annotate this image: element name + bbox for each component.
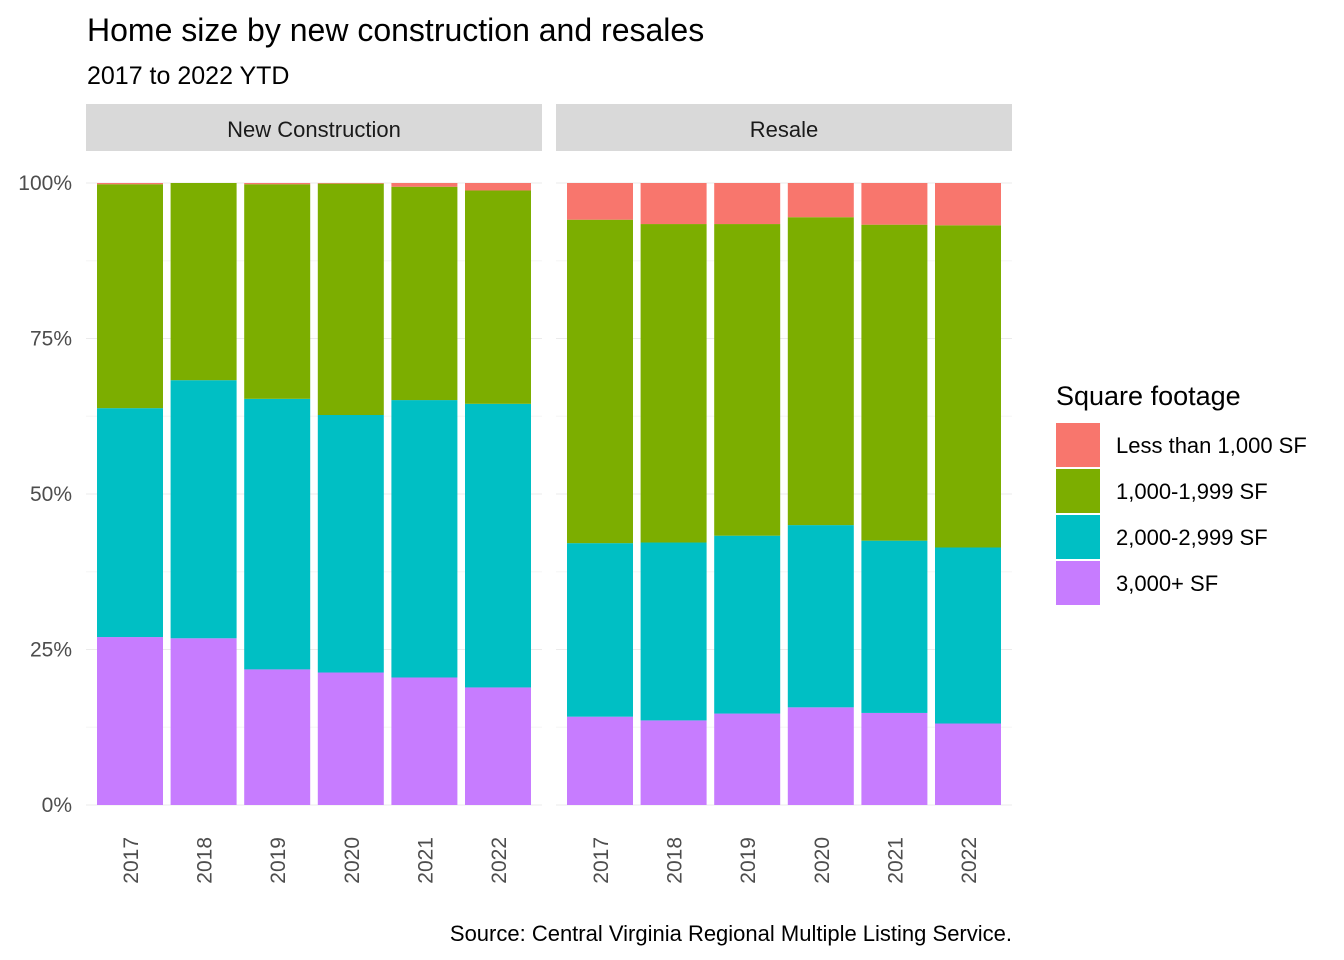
bar-segment-new-construction-2021-2-000-2-999-sf (391, 400, 458, 678)
legend-key-3-000-sf (1056, 561, 1100, 605)
bar-segment-resale-2021-1-000-1-999-sf (861, 224, 928, 541)
bar-segment-resale-2022-1-000-1-999-sf (935, 225, 1001, 548)
bar-segment-new-construction-2022-less-than-1-000-sf (465, 183, 531, 191)
bar-segment-new-construction-2019-1-000-1-999-sf (244, 184, 311, 399)
x-tick-label: 2020 (811, 837, 834, 884)
bar-segment-resale-2022-3-000-sf (935, 723, 1001, 805)
bar-segment-resale-2020-2-000-2-999-sf (787, 525, 854, 708)
x-tick-label: 2019 (267, 837, 290, 884)
bar-segment-resale-2021-2-000-2-999-sf (861, 540, 928, 713)
bar-segment-new-construction-2022-1-000-1-999-sf (465, 190, 531, 404)
chart-caption: Source: Central Virginia Regional Multip… (450, 921, 1012, 946)
facet-strip-resale (556, 104, 1012, 151)
bar-segment-new-construction-2021-less-than-1-000-sf (391, 183, 458, 187)
bar-segment-new-construction-2021-3-000-sf (391, 677, 458, 805)
bar-segment-resale-2020-less-than-1-000-sf (787, 183, 854, 218)
bar-segment-resale-2017-1-000-1-999-sf (567, 219, 633, 544)
bar-segment-resale-2017-less-than-1-000-sf (567, 183, 633, 220)
x-tick-label: 2022 (958, 837, 981, 884)
bar-segment-resale-2019-less-than-1-000-sf (714, 183, 781, 225)
chart-subtitle: 2017 to 2022 YTD (87, 62, 289, 90)
bar-segment-new-construction-2018-2-000-2-999-sf (170, 380, 237, 639)
bar-segment-new-construction-2022-2-000-2-999-sf (465, 403, 531, 688)
bar-segment-new-construction-2018-1-000-1-999-sf (170, 183, 237, 381)
x-tick-label: 2018 (194, 837, 217, 884)
facet-label-resale: Resale (750, 117, 818, 142)
x-tick-label: 2022 (488, 837, 511, 884)
bar-segment-resale-2020-1-000-1-999-sf (787, 217, 854, 526)
x-tick-label: 2018 (664, 837, 687, 884)
bar-segment-new-construction-2021-1-000-1-999-sf (391, 186, 458, 401)
bar-segment-resale-2021-less-than-1-000-sf (861, 183, 928, 225)
bar-segment-resale-2018-less-than-1-000-sf (640, 183, 707, 225)
legend-label-less-than-1-000-sf: Less than 1,000 SF (1116, 433, 1307, 458)
legend-label-1-000-1-999-sf: 1,000-1,999 SF (1116, 479, 1268, 504)
bar-segment-new-construction-2017-less-than-1-000-sf (97, 183, 163, 185)
y-tick-label: 75% (30, 328, 72, 351)
facet-label-new-construction: New Construction (227, 117, 401, 142)
bar-segment-new-construction-2022-3-000-sf (465, 687, 531, 805)
bar-segment-new-construction-2017-3-000-sf (97, 637, 163, 805)
legend-key-less-than-1-000-sf (1056, 423, 1100, 467)
x-tick-label: 2017 (120, 837, 143, 884)
bar-segment-new-construction-2017-1-000-1-999-sf (97, 184, 163, 409)
bar-segment-resale-2022-2-000-2-999-sf (935, 547, 1001, 724)
legend-label-3-000-sf: 3,000+ SF (1116, 571, 1218, 596)
bar-segment-resale-2017-2-000-2-999-sf (567, 543, 633, 717)
bar-segment-resale-2019-3-000-sf (714, 713, 781, 805)
facet-strip-new-construction (86, 104, 542, 151)
bar-segment-new-construction-2019-less-than-1-000-sf (244, 183, 311, 185)
bar-segment-resale-2022-less-than-1-000-sf (935, 183, 1001, 226)
x-tick-label: 2021 (884, 837, 907, 884)
x-tick-label: 2021 (414, 837, 437, 884)
x-tick-label: 2019 (737, 837, 760, 884)
bar-segment-new-construction-2019-2-000-2-999-sf (244, 398, 311, 670)
bar-segment-new-construction-2018-3-000-sf (170, 638, 237, 805)
bar-segment-resale-2018-3-000-sf (640, 720, 707, 805)
legend-title: Square footage (1056, 381, 1241, 411)
legend-key-2-000-2-999-sf (1056, 515, 1100, 559)
plot-area: 0% 25% 50% 75% 100% New Construction 2017 2018 2… (18, 104, 1012, 884)
bar-segment-resale-2019-2-000-2-999-sf (714, 535, 781, 714)
bar-segment-resale-2019-1-000-1-999-sf (714, 224, 781, 536)
x-tick-label: 2020 (341, 837, 364, 884)
bar-segment-resale-2017-3-000-sf (567, 716, 633, 805)
legend: Square footage Less than 1,000 SF 1,000-1… (1056, 381, 1307, 605)
legend-label-2-000-2-999-sf: 2,000-2,999 SF (1116, 525, 1268, 550)
bar-segment-new-construction-2019-3-000-sf (244, 669, 311, 805)
legend-key-1-000-1-999-sf (1056, 469, 1100, 513)
x-tick-label: 2017 (590, 837, 613, 884)
bar-segment-resale-2018-1-000-1-999-sf (640, 224, 707, 543)
y-tick-label: 50% (30, 483, 72, 506)
y-tick-label: 25% (30, 639, 72, 662)
bar-segment-new-construction-2020-less-than-1-000-sf (317, 183, 384, 184)
bar-segment-new-construction-2020-2-000-2-999-sf (317, 415, 384, 673)
bar-segment-resale-2021-3-000-sf (861, 712, 928, 805)
bar-segment-new-construction-2020-1-000-1-999-sf (317, 183, 384, 416)
chart-title: Home size by new construction and resale… (87, 12, 704, 48)
y-tick-label: 100% (18, 172, 72, 195)
bar-segment-new-construction-2020-3-000-sf (317, 672, 384, 805)
y-tick-label: 0% (42, 794, 72, 817)
bar-segment-resale-2020-3-000-sf (787, 707, 854, 805)
bar-segment-new-construction-2017-2-000-2-999-sf (97, 408, 163, 638)
bar-segment-resale-2018-2-000-2-999-sf (640, 542, 707, 721)
